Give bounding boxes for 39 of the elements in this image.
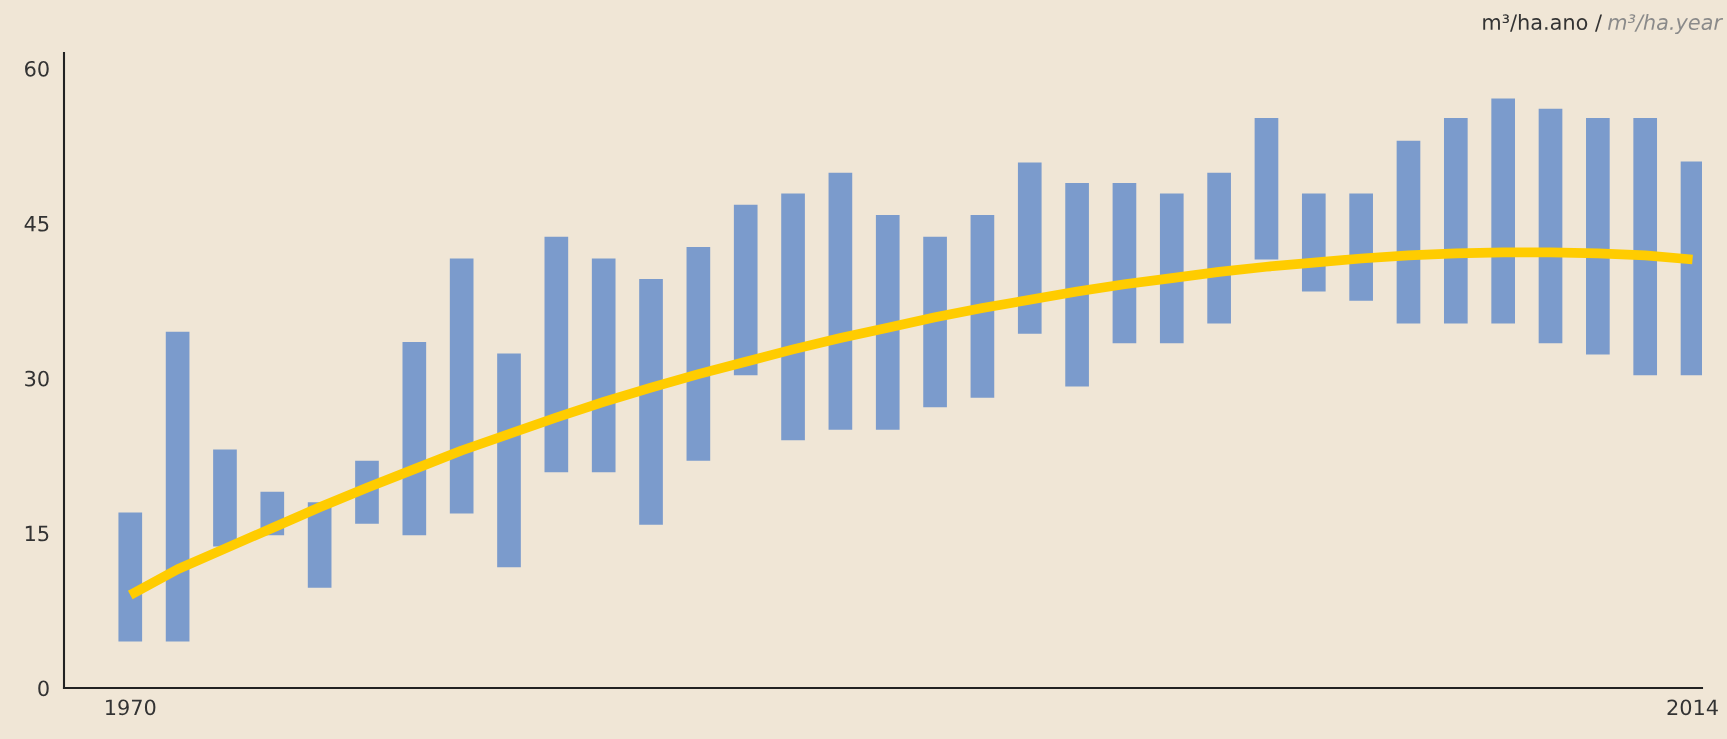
bar: [213, 449, 237, 547]
bar: [828, 172, 853, 430]
bar: [1112, 183, 1137, 344]
bar: [497, 353, 521, 568]
bar: [639, 279, 663, 525]
x-tick-label: 1970: [106, 699, 156, 716]
bar: [402, 342, 427, 536]
bar: [1396, 140, 1421, 324]
bar: [165, 331, 190, 642]
bar: [1301, 193, 1326, 292]
text: m³/ha.year: [1608, 13, 1724, 35]
y-tick-label: 45: [24, 216, 49, 232]
bar: [1159, 193, 1184, 344]
x-tick-label: 2014: [1667, 699, 1718, 716]
bar: [1538, 108, 1563, 344]
bar: [1633, 118, 1658, 376]
bar: [1491, 98, 1515, 324]
bar: [1207, 172, 1231, 324]
bar: [544, 236, 569, 473]
bar: [781, 193, 805, 441]
bar: [1017, 162, 1042, 334]
bar: [1065, 183, 1089, 387]
bar: [733, 204, 758, 376]
bar: [449, 258, 474, 514]
y-tick-label: 60: [25, 60, 49, 77]
bar: [923, 236, 947, 408]
bar: [1254, 118, 1279, 260]
bar: [875, 215, 900, 430]
y-tick-label: 0: [38, 680, 49, 697]
y-tick-label: 30: [25, 370, 49, 387]
bar: [118, 512, 143, 642]
y-tick-label: 15: [25, 525, 49, 542]
bar: [1443, 118, 1468, 324]
bar: [1349, 193, 1373, 301]
bar: [1586, 118, 1610, 355]
bar: [970, 215, 995, 398]
text: m³/ha.ano /: [1483, 13, 1602, 32]
bar: [591, 258, 616, 473]
bar: [686, 247, 711, 461]
